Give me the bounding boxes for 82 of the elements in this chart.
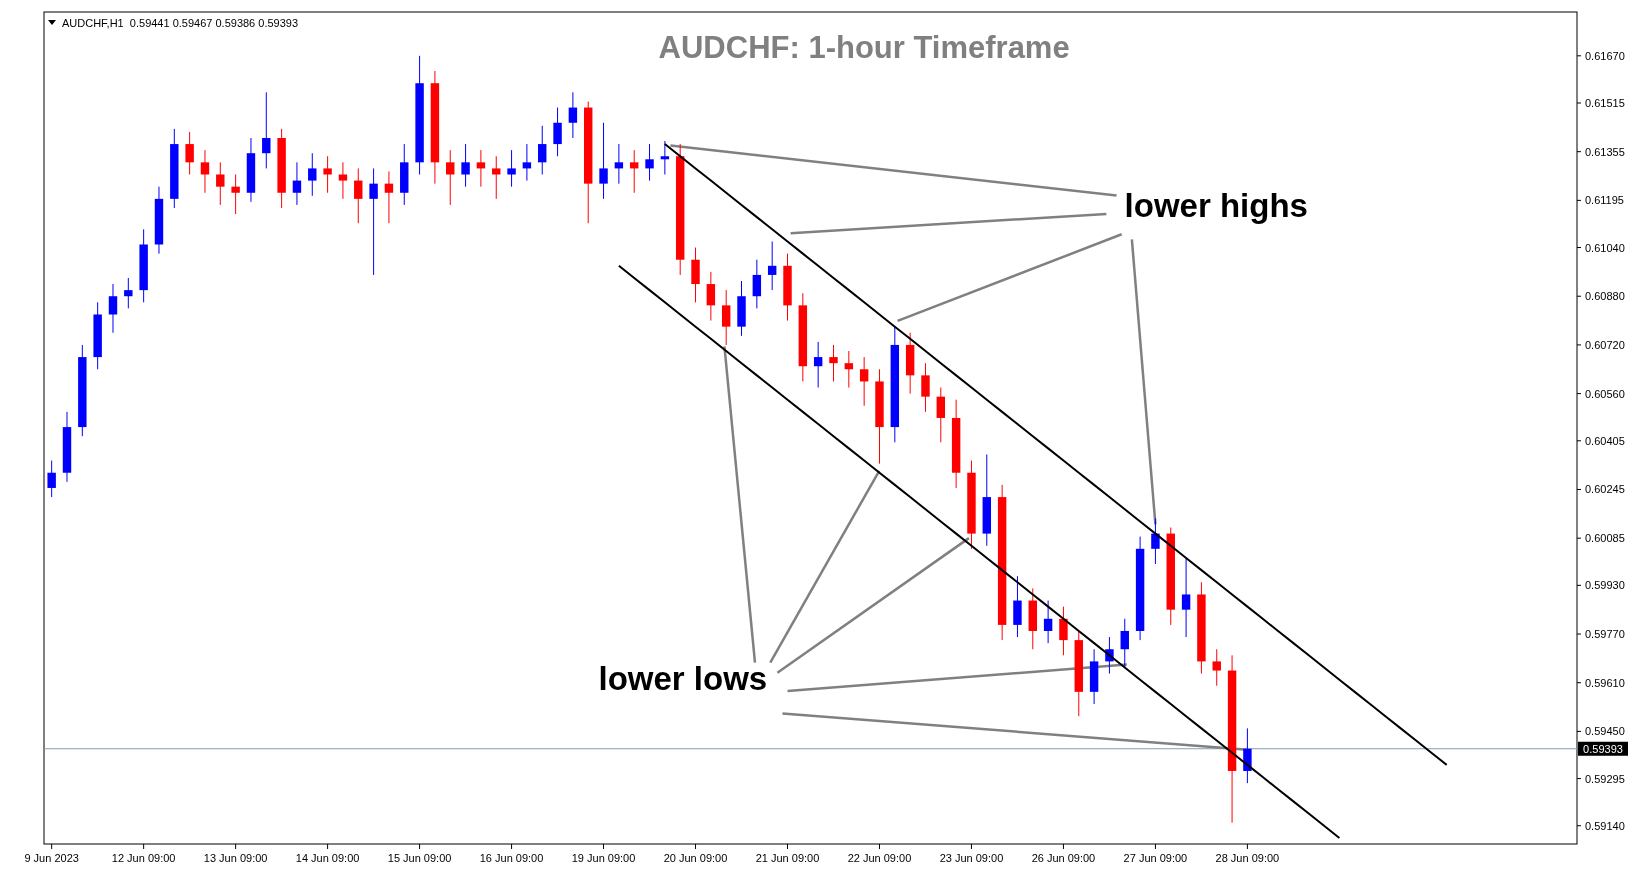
y-tick-label: 0.59450 xyxy=(1585,725,1625,738)
candlestick xyxy=(829,344,838,382)
candlestick xyxy=(185,131,194,175)
x-tick-label: 27 Jun 09:00 xyxy=(1123,852,1188,864)
x-tick-label: 23 Jun 09:00 xyxy=(939,852,1004,864)
annotation: AUDCHF,H1 0.59441 0.59467 0.59386 0.59393 xyxy=(62,17,299,29)
y-tick-label: 0.61670 xyxy=(1585,49,1625,62)
x-tick-label: 16 Jun 09:00 xyxy=(479,852,544,864)
candlestick xyxy=(538,125,547,175)
candlestick xyxy=(292,161,302,206)
candlestick xyxy=(492,155,501,200)
candlestick xyxy=(921,362,930,413)
candlestick xyxy=(262,91,271,169)
y-tick-label: 0.61195 xyxy=(1585,194,1624,207)
y-tick-label: 0.61040 xyxy=(1585,241,1625,254)
candlestick xyxy=(813,341,823,389)
y-tick-label: 0.59770 xyxy=(1585,628,1625,641)
candlestick xyxy=(936,387,946,443)
x-tick-label: 28 Jun 09:00 xyxy=(1215,852,1280,864)
candlestick xyxy=(308,152,317,197)
candlestick xyxy=(1181,557,1191,638)
candlestick xyxy=(1120,618,1129,668)
candlestick xyxy=(461,143,470,188)
y-tick-label: 0.61355 xyxy=(1585,145,1625,158)
x-tick-label: 12 Jun 09:00 xyxy=(111,852,176,864)
candlestick xyxy=(1151,517,1160,565)
candlestick xyxy=(1212,648,1221,687)
candlestick xyxy=(844,350,854,389)
candlestick xyxy=(369,167,378,276)
y-tick-label: 0.60245 xyxy=(1585,483,1625,496)
y-tick-label: 0.59930 xyxy=(1585,579,1625,592)
x-tick-label: 14 Jun 09:00 xyxy=(295,852,360,864)
candlestick xyxy=(323,155,332,194)
x-tick-label: 21 Jun 09:00 xyxy=(755,852,820,864)
y-tick-label: 0.60085 xyxy=(1585,532,1625,545)
candlestick xyxy=(752,259,762,309)
candlestick xyxy=(354,167,363,224)
annotation: lower lows xyxy=(598,659,768,697)
candlestick xyxy=(859,356,869,407)
x-tick-label: 13 Jun 09:00 xyxy=(203,852,268,864)
candlestick xyxy=(1043,600,1053,644)
y-tick-label: 0.59610 xyxy=(1585,676,1625,689)
x-tick-label: 9 Jun 2023 xyxy=(24,852,79,864)
x-tick-label: 22 Jun 09:00 xyxy=(847,852,912,864)
candlestick xyxy=(108,283,118,334)
x-tick-label: 26 Jun 09:00 xyxy=(1031,852,1096,864)
candlestick xyxy=(1059,606,1068,656)
candlestick xyxy=(660,140,670,175)
y-tick-label: 0.60720 xyxy=(1585,338,1625,351)
y-tick-label: 0.60560 xyxy=(1585,387,1625,400)
candlestick xyxy=(706,271,716,322)
candlestick xyxy=(553,107,562,157)
x-tick-label: 19 Jun 09:00 xyxy=(571,852,636,864)
candlestick xyxy=(216,161,225,206)
text: AUDCHF: 1-hour Timeframe xyxy=(658,30,1070,65)
candlestick xyxy=(384,170,394,224)
y-tick-label: 0.60880 xyxy=(1585,290,1625,303)
ref-line-label: 0.59393 xyxy=(1583,742,1623,755)
candlestick xyxy=(645,143,654,182)
candlestick xyxy=(47,460,56,498)
y-tick-label: 0.59295 xyxy=(1585,772,1625,785)
annotation: lower highs xyxy=(1124,186,1308,224)
candlestick xyxy=(124,277,133,309)
candlestick xyxy=(614,143,624,185)
candlestick xyxy=(1243,727,1252,784)
candlestick xyxy=(476,149,486,188)
candlestick xyxy=(231,174,240,215)
candlestick xyxy=(200,149,210,194)
candlestick xyxy=(446,149,455,206)
x-tick-label: 15 Jun 09:00 xyxy=(387,852,452,864)
candlestick xyxy=(338,161,348,200)
candlestick xyxy=(568,91,578,139)
candlestick xyxy=(767,240,777,291)
candlestick xyxy=(599,122,608,200)
x-tick-label: 20 Jun 09:00 xyxy=(663,852,728,864)
y-tick-label: 0.61515 xyxy=(1585,96,1625,109)
candlestick xyxy=(507,149,516,188)
y-tick-label: 0.59140 xyxy=(1585,819,1625,832)
y-tick-label: 0.60405 xyxy=(1585,434,1625,447)
candlestick xyxy=(522,143,532,182)
candlestick xyxy=(721,289,731,346)
candlestick xyxy=(629,149,639,194)
